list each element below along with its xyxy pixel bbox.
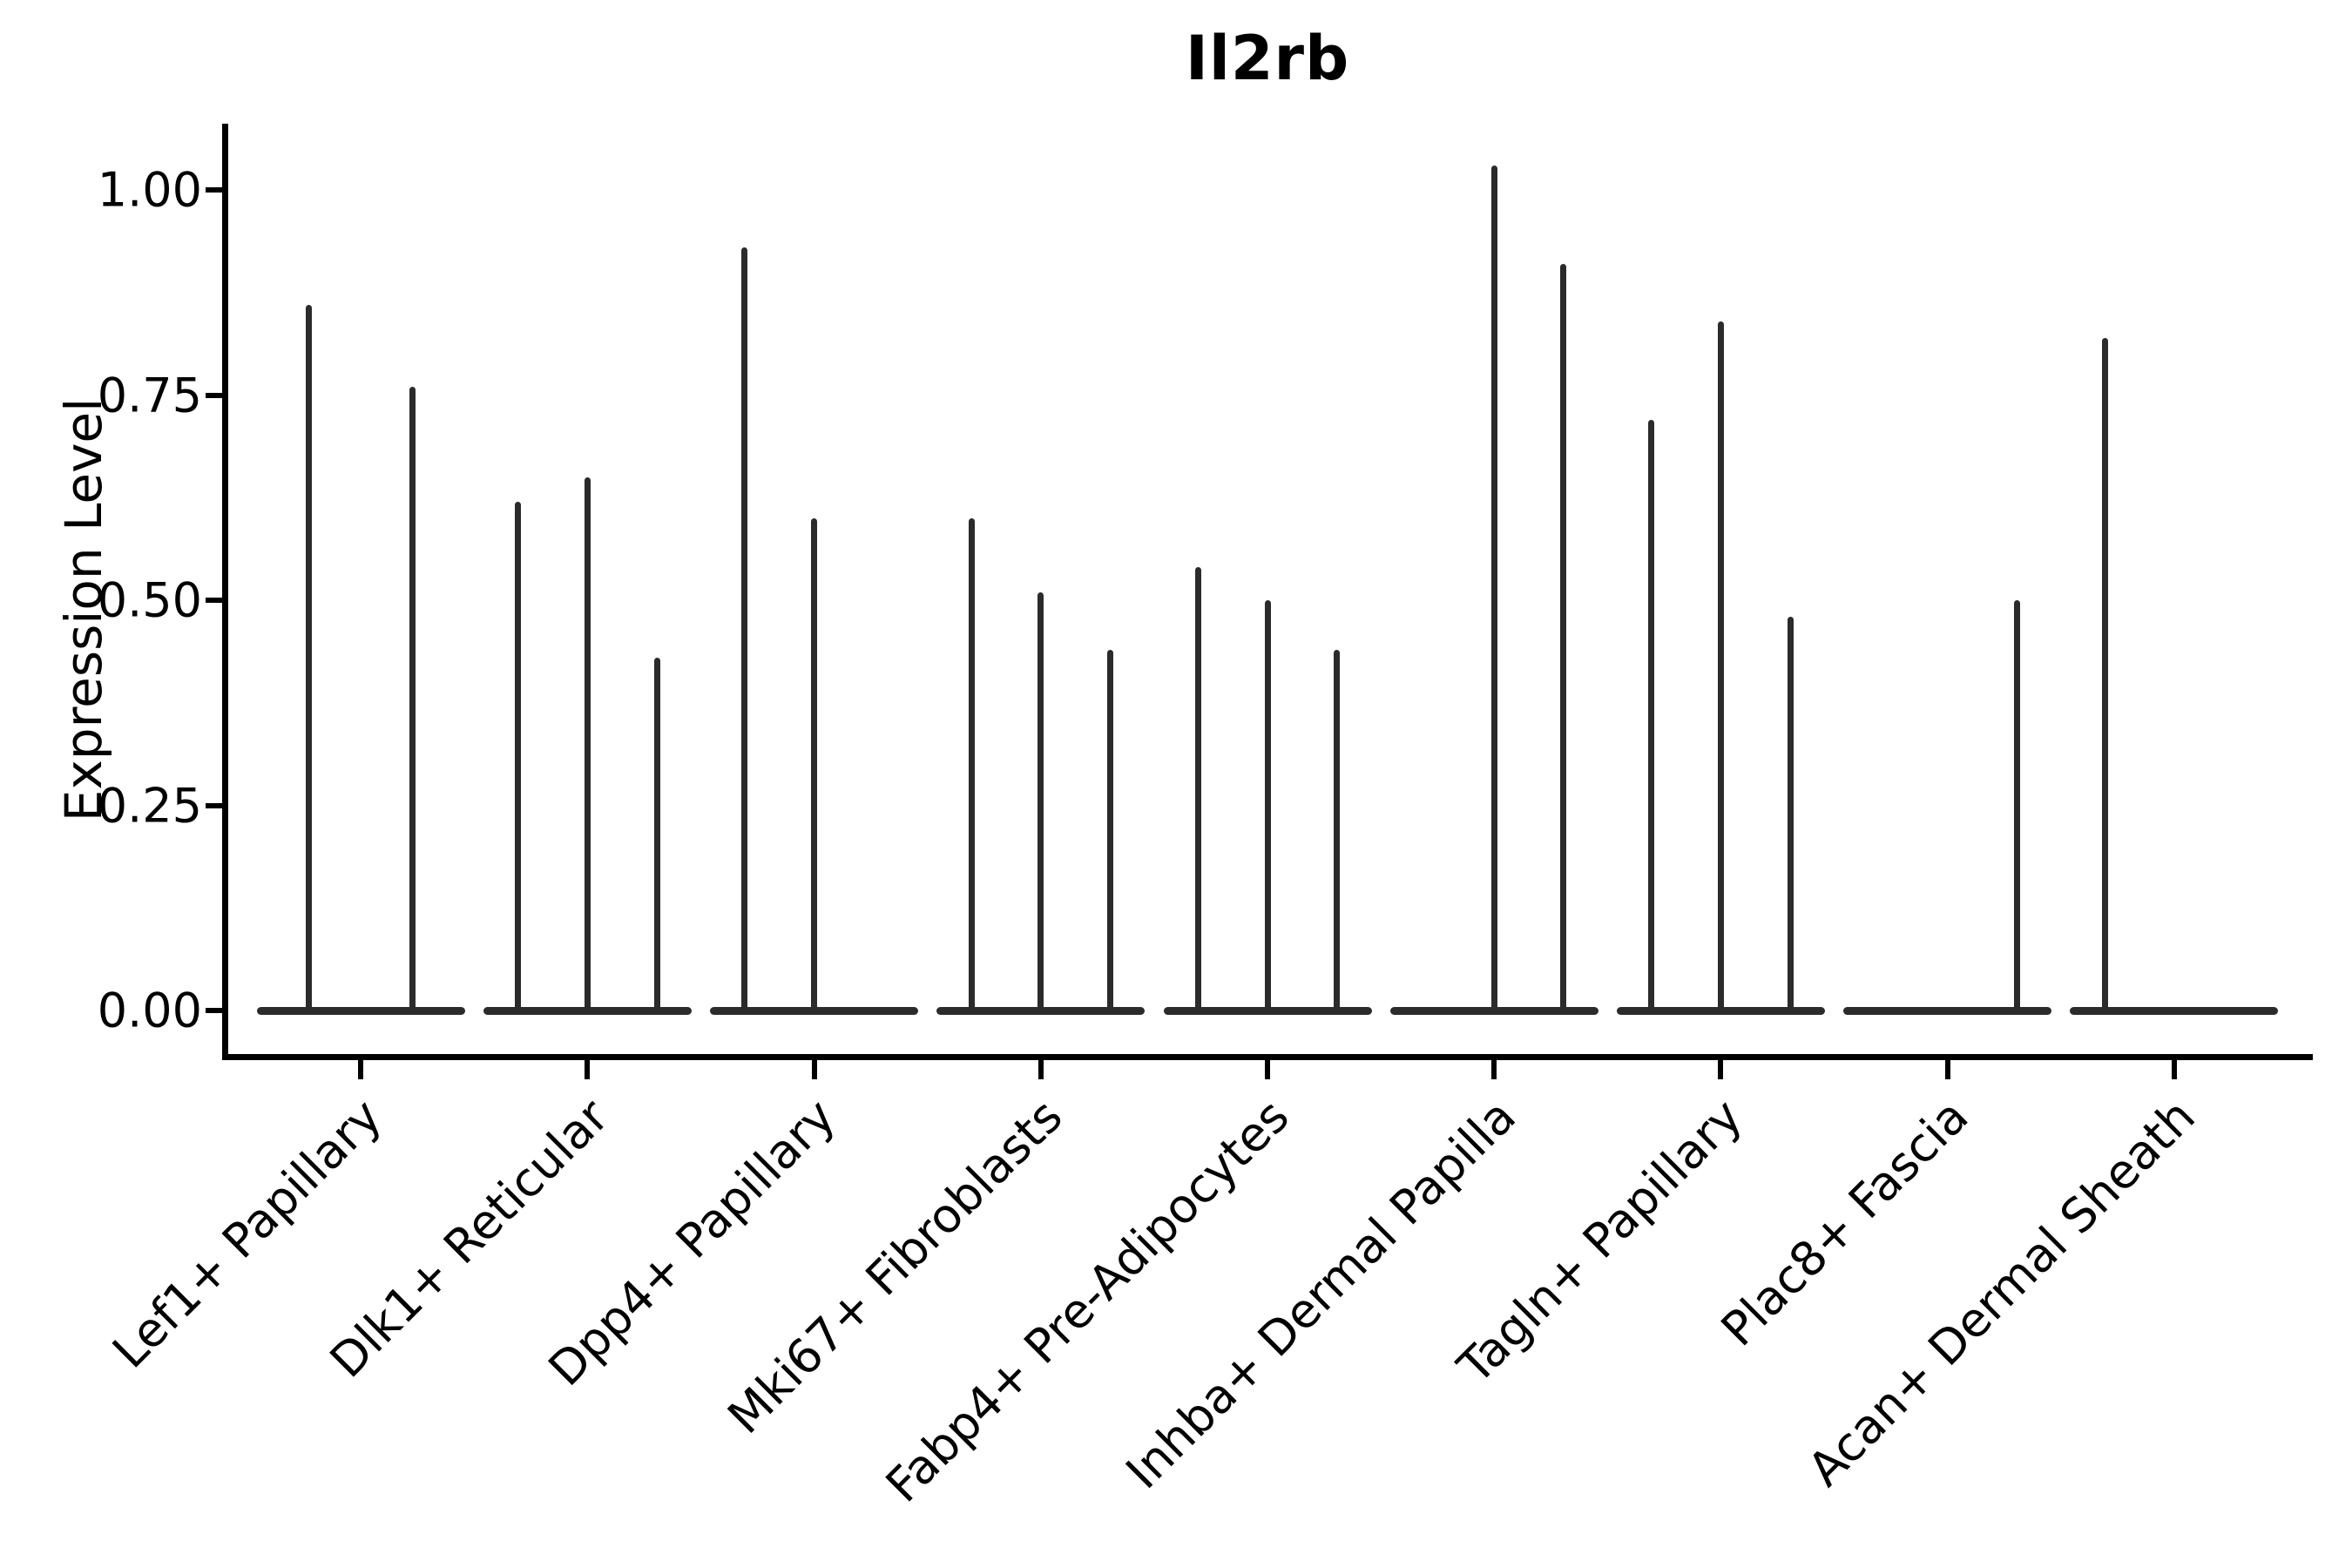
violin-baseline <box>256 1006 465 1015</box>
violin-spike <box>1194 567 1201 1010</box>
violin-baseline <box>1616 1006 1825 1015</box>
violin-baseline <box>1389 1006 1598 1015</box>
violin-spike <box>1560 263 1567 1010</box>
violin-spike <box>741 247 748 1010</box>
y-tick <box>206 802 225 808</box>
x-tick <box>1944 1060 1950 1079</box>
violin-spike <box>305 304 312 1010</box>
violin-spike <box>515 501 522 1010</box>
y-tick <box>206 187 225 193</box>
violin-spike <box>1334 649 1341 1010</box>
y-tick-label: 0.50 <box>97 572 202 628</box>
violin-spike <box>2013 600 2020 1010</box>
violin-baseline <box>1843 1006 2052 1015</box>
violin-baseline <box>2070 1006 2279 1015</box>
violin-spike <box>968 517 975 1010</box>
violin-spike <box>1717 321 1724 1010</box>
x-tick <box>1491 1060 1497 1079</box>
x-tick-label: Acan+ Dermal Sheath <box>1797 1088 2207 1497</box>
x-tick <box>585 1060 591 1079</box>
violin-spike <box>1787 616 1794 1010</box>
x-tick-label: Inhba+ Dermal Papilla <box>1115 1088 1526 1500</box>
x-tick <box>1718 1060 1724 1079</box>
violin-spike <box>1490 165 1497 1010</box>
chart-title: Il2rb <box>1185 23 1350 94</box>
x-tick <box>2171 1060 2177 1079</box>
x-axis-spine <box>222 1054 2313 1060</box>
violin-baseline <box>1163 1006 1372 1015</box>
violin-baseline <box>710 1006 919 1015</box>
y-axis-spine <box>222 124 228 1060</box>
x-tick-label: Fabp4+ Pre-Adipocytes <box>875 1088 1300 1513</box>
violin-spike <box>1648 419 1655 1010</box>
y-tick <box>206 392 225 398</box>
violin-baseline <box>936 1006 1146 1015</box>
y-tick <box>206 598 225 603</box>
violin-spike <box>2101 337 2108 1010</box>
violin-spike <box>1264 600 1271 1010</box>
y-tick <box>206 1008 225 1013</box>
y-tick-label: 0.75 <box>97 368 202 422</box>
violin-spike <box>584 476 591 1010</box>
violin-spike <box>811 517 818 1010</box>
violin-spike <box>409 387 416 1010</box>
y-tick-label: 1.00 <box>97 162 202 218</box>
y-tick-label: 0.25 <box>97 778 202 833</box>
x-tick <box>1265 1060 1270 1079</box>
violin-spike <box>653 657 660 1010</box>
x-tick <box>1037 1060 1044 1079</box>
violin-spike <box>1106 649 1113 1010</box>
violin-spike <box>1037 591 1044 1010</box>
violin-baseline <box>483 1006 692 1015</box>
x-tick <box>811 1060 817 1079</box>
y-tick-label: 0.00 <box>97 983 202 1038</box>
x-tick <box>358 1060 364 1079</box>
